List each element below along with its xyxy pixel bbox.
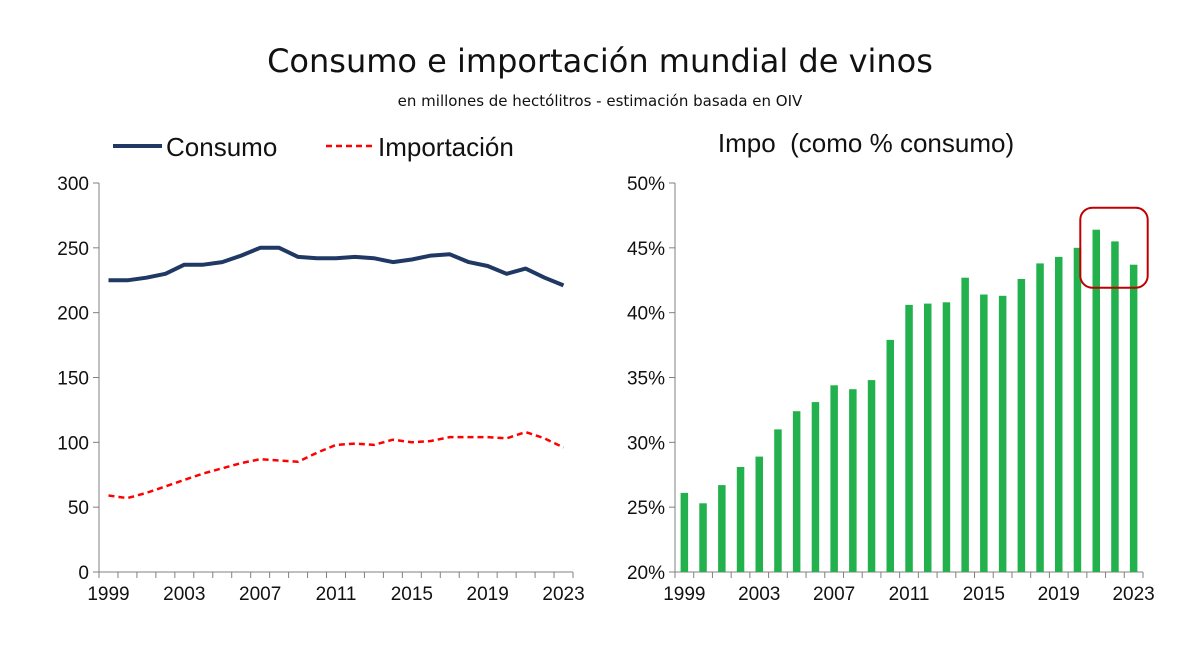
y-tick-label: 50	[68, 498, 89, 519]
bar	[755, 456, 763, 572]
x-tick-label: 2015	[963, 584, 1005, 605]
y-tick-label: 20%	[627, 563, 665, 584]
consumo-line	[108, 245, 565, 288]
line-chart-x-ticks: 1999 2003 2007 2011 2015 2019 2023	[87, 572, 585, 605]
bar	[811, 402, 820, 572]
legend-importacion-label: Importación	[378, 132, 514, 162]
y-tick-label: 250	[57, 239, 89, 260]
line-chart-axes	[98, 183, 573, 573]
x-tick-label: 1999	[663, 584, 705, 605]
bar	[998, 295, 1007, 572]
y-tick-label: 300	[57, 174, 89, 195]
bar	[774, 429, 782, 572]
line-chart-legend: Consumo Importación	[113, 132, 514, 162]
bar	[905, 304, 913, 572]
x-tick-label: 2019	[467, 584, 509, 605]
bar	[1036, 263, 1044, 572]
x-tick-label: 2007	[813, 584, 855, 605]
line-chart-series	[108, 245, 565, 500]
y-tick-label: 100	[57, 433, 89, 454]
bar	[1092, 229, 1100, 572]
x-tick-label: 2019	[1038, 584, 1080, 605]
y-tick-label: 150	[57, 369, 89, 390]
bar	[1055, 256, 1063, 572]
bar	[886, 339, 894, 572]
x-tick-label: 2015	[391, 584, 433, 605]
legend-consumo-label: Consumo	[166, 132, 277, 162]
bar	[961, 277, 969, 572]
bar	[792, 411, 801, 572]
bar	[699, 503, 707, 572]
y-tick-label: 45%	[627, 239, 665, 260]
y-tick-label: 40%	[627, 304, 665, 325]
bar	[1111, 241, 1119, 572]
bar	[980, 294, 988, 572]
line-chart-y-ticks: 0 50 100 150 200 250 300	[57, 174, 99, 584]
bar-chart-y-ticks: 20% 25% 30% 35% 40% 45% 50%	[627, 174, 675, 584]
x-tick-label: 2011	[316, 584, 357, 605]
chart-main-title: Consumo e importación mundial de vinos	[267, 42, 933, 80]
x-tick-label: 2003	[738, 584, 780, 605]
y-tick-label: 35%	[627, 369, 665, 390]
bar-chart-x-ticks: 1999 2003 2007 2011 2015 2019 2023	[663, 572, 1155, 605]
x-tick-label: 1999	[87, 584, 129, 605]
bar	[680, 492, 689, 572]
chart-subtitle: en millones de hectólitros - estimación …	[397, 92, 803, 110]
x-tick-label: 2023	[542, 584, 584, 605]
y-tick-label: 25%	[627, 498, 665, 519]
bar	[736, 467, 745, 572]
importacion-line	[108, 430, 565, 500]
bar	[1017, 279, 1026, 572]
bar	[867, 380, 876, 572]
bar	[830, 385, 838, 572]
bar	[942, 302, 951, 572]
bar	[1129, 264, 1138, 572]
x-tick-label: 2023	[1112, 584, 1154, 605]
bar	[849, 389, 857, 572]
bar	[1073, 247, 1082, 573]
x-tick-label: 2007	[239, 584, 281, 605]
x-tick-label: 2003	[163, 584, 205, 605]
bar	[718, 485, 726, 572]
x-tick-label: 2011	[889, 584, 930, 605]
bar	[924, 303, 932, 572]
y-tick-label: 30%	[627, 433, 665, 454]
highlight-box	[1079, 206, 1149, 289]
bar-chart-bars	[680, 229, 1138, 573]
y-tick-label: 50%	[627, 174, 665, 195]
y-tick-label: 0	[78, 563, 89, 584]
y-tick-label: 200	[57, 304, 89, 325]
bar-chart-title: Impo (como % consumo)	[718, 128, 1014, 158]
